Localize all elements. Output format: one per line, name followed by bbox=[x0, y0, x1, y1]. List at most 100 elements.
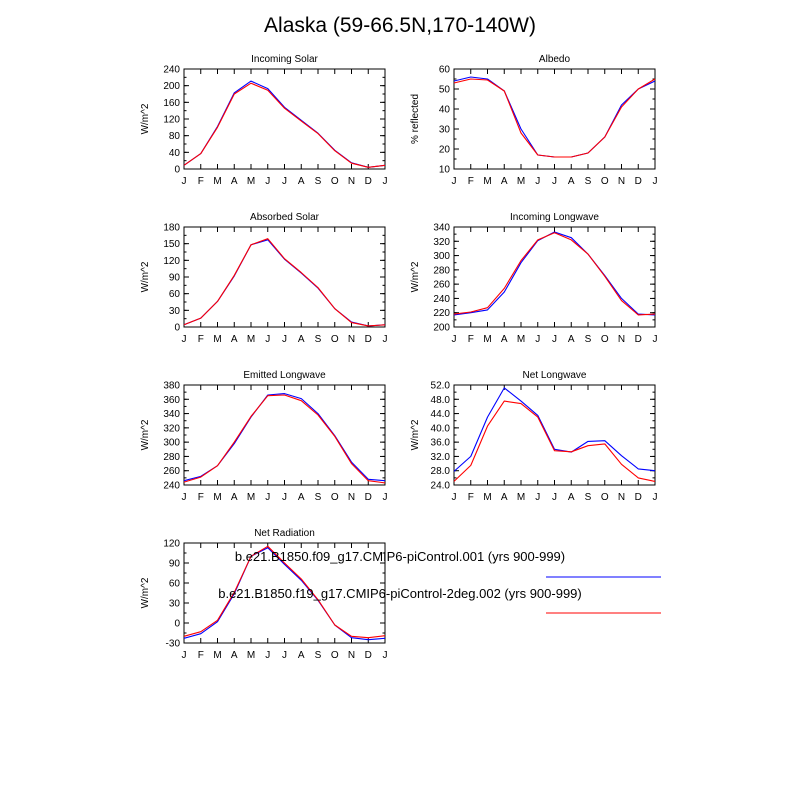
albedo-xtick-label: N bbox=[618, 176, 625, 187]
net-radiation-xtick-label: S bbox=[315, 650, 322, 661]
incoming-solar-series-case1-line bbox=[183, 80, 386, 168]
incoming-longwave-xtick-label: F bbox=[468, 334, 474, 345]
net-longwave-xtick-label: A bbox=[568, 492, 575, 503]
incoming-longwave-xtick-label: J bbox=[653, 334, 658, 345]
incoming-solar-ytick-label: 40 bbox=[169, 148, 181, 159]
absorbed-solar-xtick-label: J bbox=[282, 334, 287, 345]
absorbed-solar-title: Absorbed Solar bbox=[250, 212, 320, 223]
absorbed-solar-ylabel: W/m^2 bbox=[140, 261, 151, 292]
emitted-longwave-ytick-label: 280 bbox=[163, 452, 180, 463]
absorbed-solar-ytick-label: 120 bbox=[163, 256, 180, 267]
absorbed-solar-xtick-label: M bbox=[213, 334, 221, 345]
albedo-ytick-label: 60 bbox=[439, 65, 451, 76]
net-radiation-xtick-label: M bbox=[247, 650, 255, 661]
net-radiation-xtick-label: M bbox=[213, 650, 221, 661]
incoming-solar-xtick-label: J bbox=[265, 176, 270, 187]
albedo-xtick-label: F bbox=[468, 176, 474, 187]
albedo-ylabel: % reflected bbox=[410, 94, 421, 144]
incoming-longwave-title: Incoming Longwave bbox=[510, 212, 599, 223]
net-radiation-ytick-label: 0 bbox=[174, 619, 180, 630]
incoming-longwave-xtick-label: A bbox=[568, 334, 575, 345]
emitted-longwave-xtick-label: J bbox=[265, 492, 270, 503]
albedo-series-case1-line bbox=[453, 76, 656, 158]
net-radiation-ylabel: W/m^2 bbox=[140, 577, 151, 608]
emitted-longwave-xtick-label: N bbox=[348, 492, 355, 503]
net-longwave-xtick-label: J bbox=[653, 492, 658, 503]
incoming-longwave-ylabel: W/m^2 bbox=[410, 261, 421, 292]
emitted-longwave-xtick-label: M bbox=[213, 492, 221, 503]
absorbed-solar-xtick-label: O bbox=[331, 334, 339, 345]
albedo-xtick-label: J bbox=[552, 176, 557, 187]
incoming-longwave-ytick-label: 200 bbox=[433, 323, 450, 334]
net-longwave-ytick-label: 44.0 bbox=[431, 409, 451, 420]
albedo-ytick-label: 30 bbox=[439, 125, 451, 136]
incoming-solar-xtick-label: J bbox=[383, 176, 388, 187]
absorbed-solar-xtick-label: A bbox=[231, 334, 238, 345]
emitted-longwave-ytick-label: 340 bbox=[163, 409, 180, 420]
incoming-solar-xtick-label: M bbox=[213, 176, 221, 187]
absorbed-solar-ytick-label: 60 bbox=[169, 289, 181, 300]
net-radiation-series-case2-line bbox=[183, 545, 386, 639]
net-radiation-xtick-label: N bbox=[348, 650, 355, 661]
incoming-longwave-xtick-label: O bbox=[601, 334, 609, 345]
net-longwave-ytick-label: 36.0 bbox=[431, 438, 451, 449]
incoming-solar-ytick-label: 0 bbox=[174, 165, 180, 176]
absorbed-solar-series-case2-line bbox=[183, 238, 386, 327]
incoming-solar-ylabel: W/m^2 bbox=[140, 103, 151, 134]
net-longwave-xtick-label: J bbox=[535, 492, 540, 503]
emitted-longwave-xtick-label: S bbox=[315, 492, 322, 503]
net-radiation-ytick-label: -30 bbox=[166, 639, 181, 650]
emitted-longwave-xtick-label: O bbox=[331, 492, 339, 503]
absorbed-solar-series-case1-line bbox=[183, 239, 386, 327]
incoming-longwave-ytick-label: 320 bbox=[433, 237, 450, 248]
emitted-longwave-ytick-label: 300 bbox=[163, 438, 180, 449]
legend-label-case2: b.e21.B1850.f19_g17.CMIP6-piControl-2deg… bbox=[218, 586, 582, 601]
absorbed-solar-xtick-label: A bbox=[298, 334, 305, 345]
emitted-longwave-xtick-label: D bbox=[365, 492, 372, 503]
albedo-series-case2-line bbox=[453, 78, 656, 158]
incoming-solar-ytick-label: 240 bbox=[163, 65, 180, 76]
albedo-xtick-label: M bbox=[483, 176, 491, 187]
absorbed-solar-frame bbox=[183, 226, 386, 328]
incoming-solar-title: Incoming Solar bbox=[251, 54, 318, 65]
absorbed-solar-xtick-label: J bbox=[265, 334, 270, 345]
albedo-title: Albedo bbox=[539, 54, 571, 65]
net-radiation-ytick-label: 30 bbox=[169, 599, 181, 610]
net-radiation-xtick-label: J bbox=[182, 650, 187, 661]
net-radiation-xtick-label: J bbox=[383, 650, 388, 661]
incoming-longwave-ytick-label: 220 bbox=[433, 308, 450, 319]
incoming-longwave-ytick-label: 340 bbox=[433, 223, 450, 234]
net-longwave-series-case1-line bbox=[453, 387, 656, 472]
figure-title: Alaska (59-66.5N,170-140W) bbox=[264, 14, 536, 37]
albedo-ytick-label: 10 bbox=[439, 165, 451, 176]
absorbed-solar-ytick-label: 90 bbox=[169, 273, 181, 284]
absorbed-solar-xtick-label: M bbox=[247, 334, 255, 345]
incoming-solar-series-case2-line bbox=[183, 82, 386, 168]
net-longwave-title: Net Longwave bbox=[523, 370, 587, 381]
incoming-solar-xtick-label: A bbox=[231, 176, 238, 187]
net-longwave-ylabel: W/m^2 bbox=[410, 419, 421, 450]
incoming-solar-ytick-label: 200 bbox=[163, 81, 180, 92]
net-longwave-xtick-label: F bbox=[468, 492, 474, 503]
albedo-xtick-label: J bbox=[535, 176, 540, 187]
incoming-longwave-xtick-label: J bbox=[552, 334, 557, 345]
net-longwave-ytick-label: 24.0 bbox=[431, 481, 451, 492]
incoming-longwave-xtick-label: A bbox=[501, 334, 508, 345]
incoming-solar-ytick-label: 120 bbox=[163, 115, 180, 126]
incoming-longwave-ytick-label: 260 bbox=[433, 280, 450, 291]
incoming-solar-xtick-label: S bbox=[315, 176, 322, 187]
net-longwave-series-case2-line bbox=[453, 400, 656, 482]
incoming-solar-xtick-label: J bbox=[182, 176, 187, 187]
emitted-longwave-frame bbox=[183, 384, 386, 486]
incoming-solar-xtick-label: F bbox=[198, 176, 204, 187]
emitted-longwave-xtick-label: A bbox=[298, 492, 305, 503]
emitted-longwave-xtick-label: J bbox=[282, 492, 287, 503]
absorbed-solar-xtick-label: S bbox=[315, 334, 322, 345]
net-radiation-xtick-label: A bbox=[298, 650, 305, 661]
emitted-longwave-ytick-label: 240 bbox=[163, 481, 180, 492]
emitted-longwave-ytick-label: 320 bbox=[163, 423, 180, 434]
emitted-longwave-xtick-label: J bbox=[182, 492, 187, 503]
absorbed-solar-xtick-label: N bbox=[348, 334, 355, 345]
emitted-longwave-title: Emitted Longwave bbox=[243, 370, 326, 381]
incoming-solar-xtick-label: M bbox=[247, 176, 255, 187]
